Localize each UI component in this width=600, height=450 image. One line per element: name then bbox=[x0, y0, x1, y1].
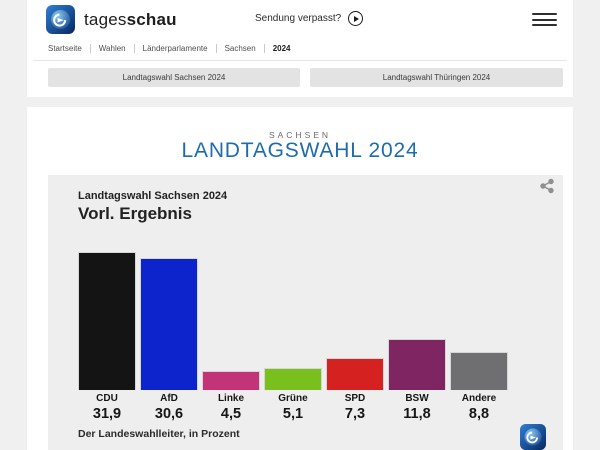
bar-label: AfD bbox=[160, 393, 178, 404]
breadcrumb-separator bbox=[133, 44, 135, 53]
site-header: tagesschau Sendung verpasst? Startseite W… bbox=[27, 0, 573, 97]
bar-value: 8,8 bbox=[468, 406, 490, 422]
bar-column-andere: Andere 8,8 bbox=[450, 252, 508, 422]
bar bbox=[140, 258, 198, 390]
bar-label: SPD bbox=[344, 393, 366, 404]
bar-value: 7,3 bbox=[344, 406, 366, 422]
sendung-verpasst-link[interactable]: Sendung verpasst? bbox=[255, 11, 364, 26]
breadcrumb-separator bbox=[263, 44, 265, 53]
sendung-verpasst-label: Sendung verpasst? bbox=[255, 13, 342, 24]
play-icon[interactable] bbox=[348, 11, 364, 26]
header-divider bbox=[33, 60, 567, 61]
breadcrumb: Startseite Wahlen Länderparlamente Sachsen 2… bbox=[48, 42, 299, 55]
bar-label: CDU bbox=[96, 393, 118, 404]
tab-landtagswahl-sachsen[interactable]: Landtagswahl Sachsen 2024 bbox=[48, 68, 300, 87]
bar bbox=[264, 368, 322, 390]
breadcrumb-separator bbox=[215, 44, 217, 53]
bar-column-spd: SPD 7,3 bbox=[326, 252, 384, 422]
bar-column-afd: AfD 30,6 bbox=[140, 252, 198, 422]
bar-column-cdu: CDU 31,9 bbox=[78, 252, 136, 422]
breadcrumb-item-2024[interactable]: 2024 bbox=[272, 44, 291, 53]
bar-value: 30,6 bbox=[154, 406, 184, 422]
bar bbox=[78, 252, 136, 390]
chart-title: Landtagswahl Sachsen 2024 bbox=[78, 190, 228, 202]
bar-value: 5,1 bbox=[282, 406, 304, 422]
bar bbox=[388, 339, 446, 390]
breadcrumb-item-länderparlamente[interactable]: Länderparlamente bbox=[142, 44, 208, 53]
result-chart-card: Landtagswahl Sachsen 2024 Vorl. Ergebnis… bbox=[48, 175, 563, 450]
breadcrumb-item-wahlen[interactable]: Wahlen bbox=[98, 44, 126, 53]
bar-label: Grüne bbox=[278, 393, 308, 404]
bar-value: 11,8 bbox=[403, 406, 431, 422]
breadcrumb-item-startseite[interactable]: Startseite bbox=[48, 44, 82, 53]
source-note: Der Landeswahlleiter, in Prozent bbox=[78, 428, 240, 440]
share-icon[interactable] bbox=[539, 178, 555, 194]
bar bbox=[202, 371, 260, 390]
brand-wordmark: tagesschau bbox=[84, 9, 177, 29]
bar-column-bsw: BSW 11,8 bbox=[388, 252, 446, 422]
bar-column-grüne: Grüne 5,1 bbox=[264, 252, 322, 422]
brand-link[interactable]: tagesschau bbox=[46, 5, 177, 34]
tagesschau-logo-icon bbox=[520, 424, 546, 450]
bar-label: BSW bbox=[405, 393, 429, 404]
bar bbox=[450, 352, 508, 390]
breadcrumb-item-sachsen[interactable]: Sachsen bbox=[224, 44, 256, 53]
bar bbox=[326, 358, 384, 390]
region-kicker: SACHSEN bbox=[268, 130, 332, 140]
bar-value: 4,5 bbox=[220, 406, 242, 422]
main-content: SACHSEN LANDTAGSWAHL 2024 Landtagswahl S… bbox=[27, 107, 573, 450]
breadcrumb-separator bbox=[89, 44, 91, 53]
tagesschau-logo-icon bbox=[46, 5, 75, 34]
bar-label: Linke bbox=[217, 393, 245, 404]
bar-columns: CDU 31,9 AfD 30,6 Linke 4,5 Grüne 5,1 SPD 7,3 BSW 1… bbox=[78, 252, 508, 422]
tab-landtagswahl-thueringen[interactable]: Landtagswahl Thüringen 2024 bbox=[310, 68, 563, 87]
chart-subtitle: Vorl. Ergebnis bbox=[78, 204, 192, 223]
bar-column-linke: Linke 4,5 bbox=[202, 252, 260, 422]
bar-label: Andere bbox=[461, 393, 497, 404]
bar-value: 31,9 bbox=[92, 406, 122, 422]
menu-icon[interactable] bbox=[532, 13, 557, 26]
page-title: LANDTAGSWAHL 2024 bbox=[181, 139, 419, 162]
